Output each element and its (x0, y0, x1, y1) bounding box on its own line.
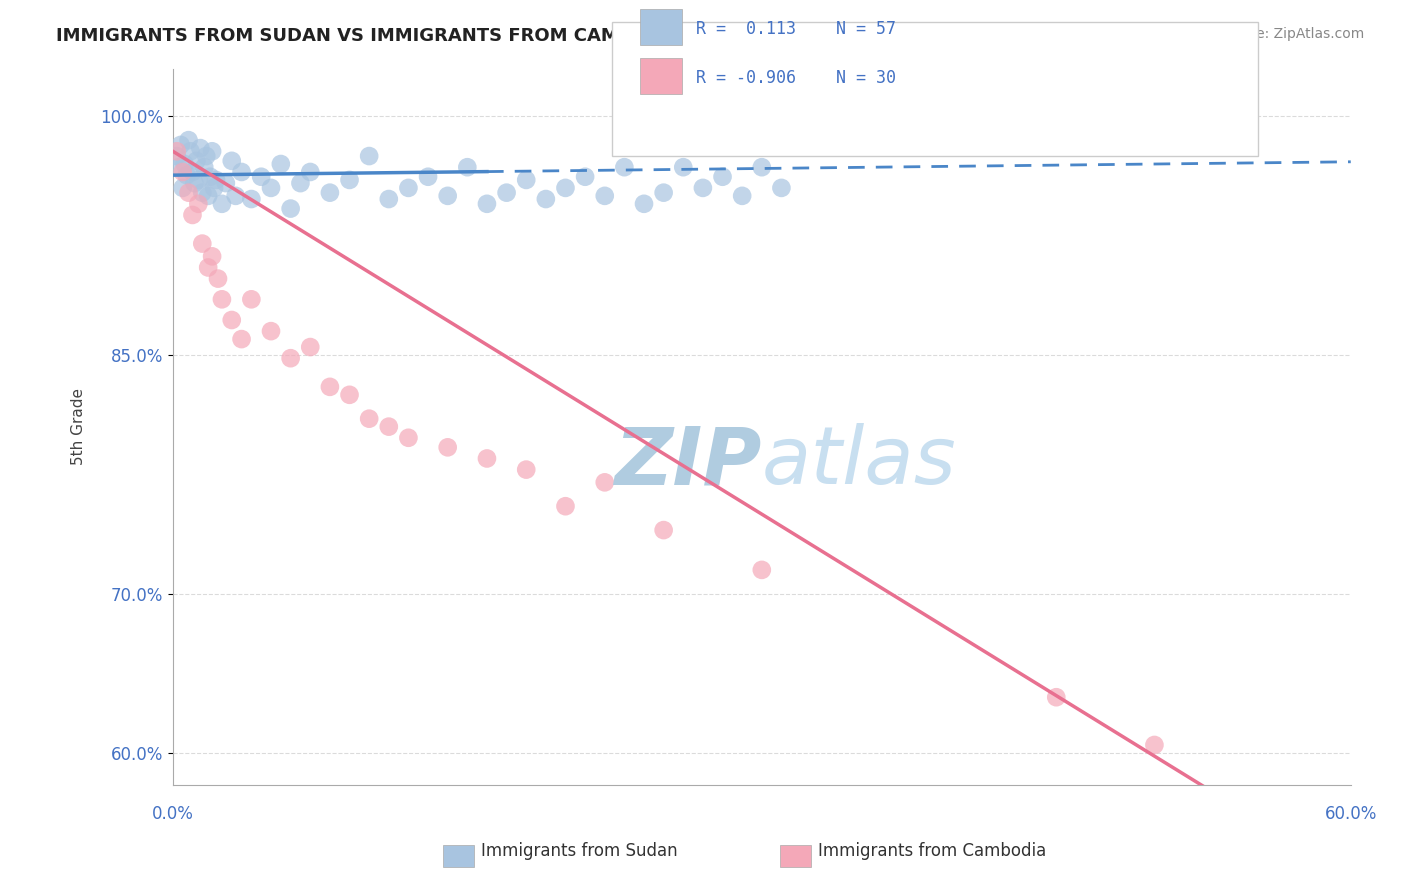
Point (436, 440, 458, 454)
Point (181, 165, 204, 179)
Point (692, 181, 714, 195)
Point (187, 173, 209, 187)
Point (652, 186, 675, 200)
Point (177, 133, 200, 147)
Text: Source: ZipAtlas.com: Source: ZipAtlas.com (1216, 27, 1364, 41)
Point (731, 189, 754, 203)
Point (711, 169, 734, 184)
Point (475, 451, 498, 466)
Point (299, 165, 322, 179)
Point (319, 186, 342, 200)
Point (554, 500, 576, 514)
Point (270, 157, 292, 171)
Point (290, 176, 312, 190)
Point (613, 160, 636, 174)
Point (202, 181, 225, 195)
Point (197, 260, 219, 275)
Point (166, 145, 188, 159)
Point (201, 145, 224, 159)
Point (751, 563, 773, 577)
Point (231, 332, 253, 346)
Point (205, 173, 228, 187)
Point (652, 523, 675, 537)
Point (260, 181, 283, 195)
Text: IMMIGRANTS FROM SUDAN VS IMMIGRANTS FROM CAMBODIA 5TH GRADE CORRELATION CHART: IMMIGRANTS FROM SUDAN VS IMMIGRANTS FROM… (56, 27, 1026, 45)
Point (180, 145, 202, 159)
Text: 0.0%: 0.0% (152, 805, 194, 823)
Point (495, 186, 517, 200)
Point (574, 169, 596, 184)
Point (225, 189, 247, 203)
Text: R = -0.906    N = 30: R = -0.906 N = 30 (696, 70, 896, 87)
Point (183, 176, 205, 190)
Point (515, 462, 537, 476)
Point (436, 189, 458, 203)
Point (176, 168, 198, 182)
Text: atlas: atlas (762, 424, 956, 501)
Point (250, 169, 273, 184)
Point (770, 181, 793, 195)
Point (534, 192, 557, 206)
Point (416, 169, 439, 184)
Point (378, 192, 401, 206)
Point (359, 411, 381, 425)
Point (195, 149, 218, 163)
Point (197, 189, 219, 203)
Text: R =  0.113    N = 57: R = 0.113 N = 57 (696, 21, 896, 38)
Point (211, 293, 233, 307)
Point (751, 160, 773, 174)
Text: Immigrants from Cambodia: Immigrants from Cambodia (818, 842, 1046, 860)
Text: Immigrants from Sudan: Immigrants from Sudan (481, 842, 678, 860)
Point (339, 388, 361, 402)
Point (593, 189, 616, 203)
Point (167, 160, 190, 174)
Point (319, 380, 342, 394)
Point (187, 196, 209, 211)
Point (211, 196, 233, 211)
Point (186, 153, 208, 168)
Point (672, 160, 695, 174)
Point (231, 165, 253, 179)
Point (181, 208, 204, 222)
Point (207, 271, 229, 285)
Point (260, 324, 283, 338)
Point (359, 149, 381, 163)
Point (396, 431, 419, 445)
Point (515, 173, 537, 187)
Text: 60.0%: 60.0% (1324, 805, 1376, 823)
Point (215, 176, 238, 190)
Point (166, 149, 188, 163)
Point (170, 137, 193, 152)
Point (339, 173, 361, 187)
Point (198, 169, 221, 184)
Y-axis label: 5th Grade: 5th Grade (72, 388, 86, 465)
Point (1045, 690, 1067, 705)
Point (1143, 738, 1166, 752)
Point (456, 160, 478, 174)
Point (172, 181, 194, 195)
Point (173, 157, 195, 171)
Point (221, 313, 243, 327)
Point (193, 160, 215, 174)
Point (593, 475, 616, 490)
Text: ZIP: ZIP (614, 424, 762, 501)
Point (280, 202, 302, 216)
Point (396, 181, 419, 195)
Point (201, 249, 224, 263)
Point (280, 351, 302, 366)
Point (378, 419, 401, 434)
Point (554, 181, 576, 195)
Point (191, 236, 214, 251)
Point (475, 196, 498, 211)
Point (177, 186, 200, 200)
Point (191, 186, 214, 200)
Point (299, 340, 322, 354)
Point (221, 153, 243, 168)
Point (172, 165, 194, 179)
Point (240, 293, 263, 307)
Point (240, 192, 263, 206)
Point (188, 141, 211, 155)
Point (633, 196, 655, 211)
